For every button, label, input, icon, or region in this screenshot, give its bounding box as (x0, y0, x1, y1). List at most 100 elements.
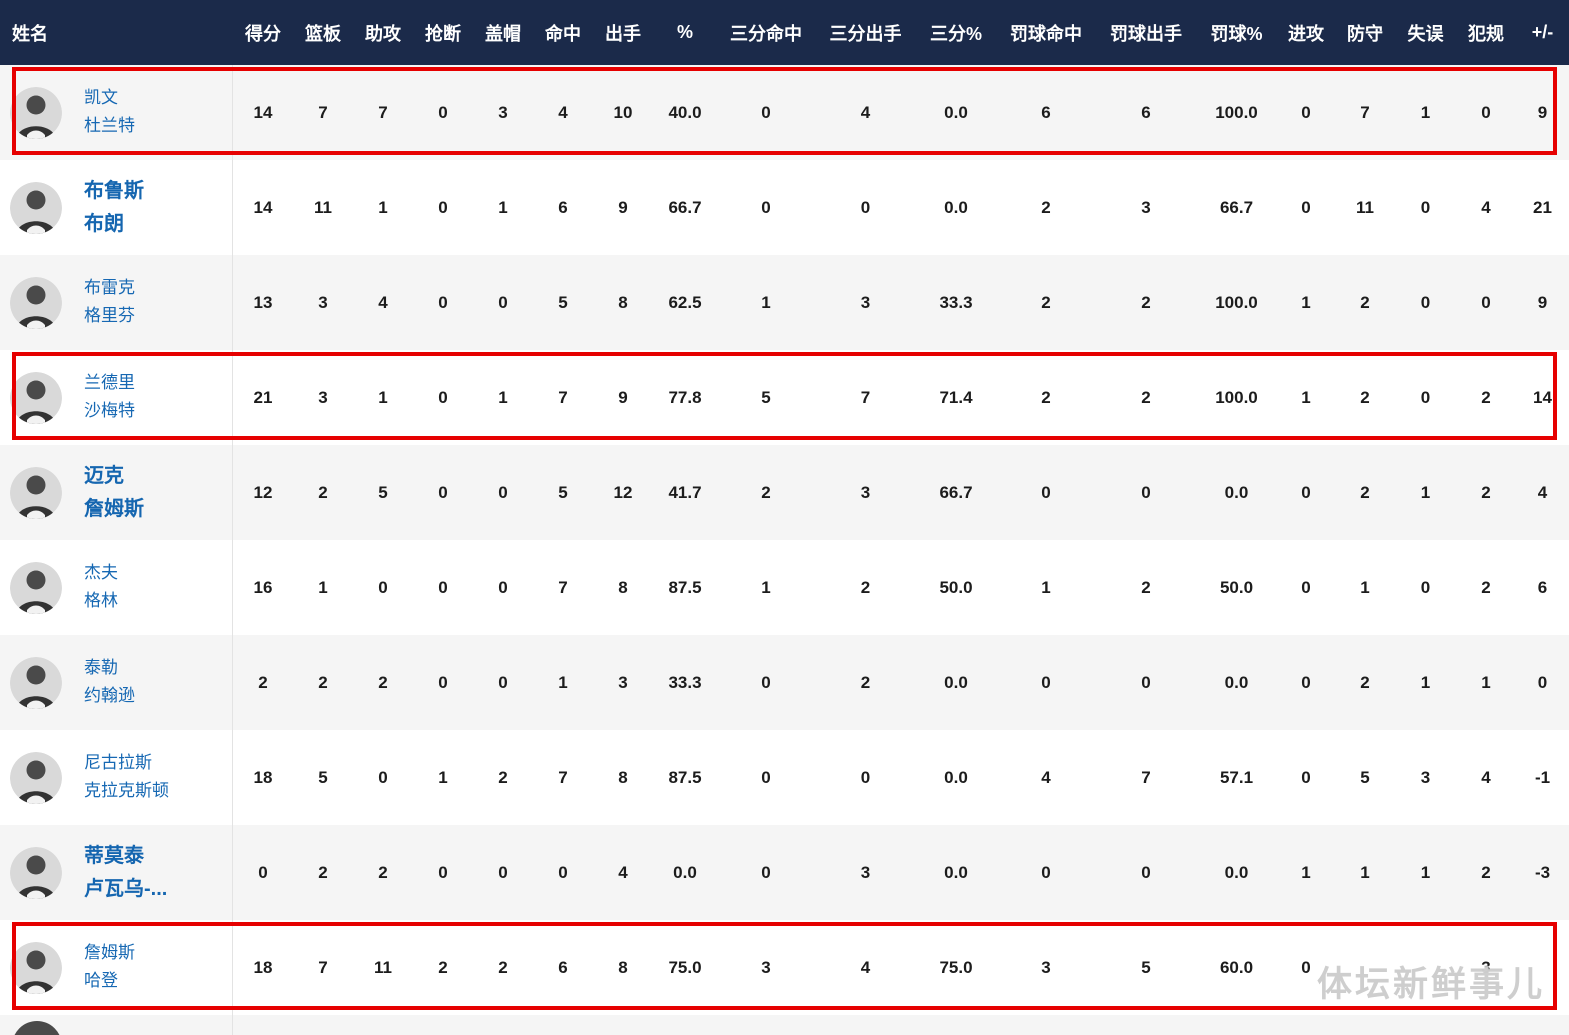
table-row: 迈克 詹姆斯 12 2 5 0 0 5 12 41.7 2 3 66.7 0 0 0.0 0 2 1 2 4 (0, 445, 1569, 540)
player-name-line2: 卢瓦乌-... (84, 878, 168, 900)
stat-cell: 1 (1301, 387, 1311, 407)
stat-cell: 0 (1481, 292, 1491, 312)
stat-cell: 21 (1533, 197, 1552, 217)
player-cell[interactable]: 蒂莫泰 卢瓦乌-... (0, 825, 233, 920)
table-row: 蒂莫泰 卢瓦乌-... 0 2 2 0 0 0 4 0.0 0 3 0.0 0 0 0.0 1 1 1 2 -3 (0, 825, 1569, 920)
table-row: 泰勒 约翰逊 2 2 2 0 0 1 3 33.3 0 2 0.0 0 0 0.0 0 2 1 1 0 (0, 635, 1569, 730)
player-name-line1: 詹姆斯 (84, 943, 135, 963)
stat-cell: 5 (761, 387, 771, 407)
column-header-11: 三分% (929, 23, 982, 44)
column-header-2: 篮板 (305, 23, 341, 44)
stat-cell: 3 (318, 292, 328, 312)
stat-cell: 0 (498, 672, 508, 692)
stat-cell: 0 (860, 767, 871, 787)
stat-cell: 9 (1537, 102, 1548, 122)
stat-cell: 0 (498, 577, 508, 597)
player-cell[interactable]: 凯文 杜兰特 (0, 65, 233, 160)
stat-cell: 13 (253, 292, 273, 312)
player-name-line2: 杜兰特 (84, 116, 135, 135)
stats-table-header: 姓名 得分 篮板 助攻 抢断 盖帽 命中 出手% 三分命中 三分出手 三分% 罚球命中 罚球出手 罚球% 进… (0, 0, 1569, 65)
player-name: 尼古拉斯 克拉克斯顿 (84, 754, 169, 800)
stat-cell: 1 (438, 767, 448, 787)
player-name-line2: 哈登 (84, 971, 118, 990)
stat-cell: 1 (1360, 577, 1370, 597)
stat-cell: 3 (1041, 957, 1051, 977)
player-cell[interactable]: 布雷克 格里芬 (0, 255, 233, 350)
stat-cell: 0 (1420, 197, 1431, 217)
column-header-14: 罚球% (1210, 23, 1263, 44)
stat-cell: 66.7 (668, 197, 702, 217)
stat-cell: 7 (558, 767, 568, 787)
stat-cell: 0.0 (944, 672, 968, 692)
stat-cell: 57.1 (1219, 767, 1254, 787)
stat-cell: 0 (438, 482, 448, 502)
stat-cell: 2 (860, 577, 871, 597)
stat-cell: 7 (318, 957, 328, 977)
stat-cell: 0 (1301, 672, 1311, 692)
stat-cell: 0 (1301, 482, 1311, 502)
stat-cell: 100.0 (1215, 292, 1258, 312)
player-cell[interactable]: 兰德里 沙梅特 (0, 350, 233, 445)
player-name-line2: 格里芬 (84, 306, 135, 325)
stat-cell: 33.3 (668, 672, 702, 692)
stat-cell: 4 (1481, 197, 1491, 217)
player-avatar (10, 846, 62, 899)
stat-cell: 4 (1041, 767, 1051, 787)
player-name-line1: 迈克 (84, 465, 124, 487)
stat-cell: 2 (258, 672, 268, 692)
player-cell[interactable]: 布鲁斯 布朗 (0, 160, 233, 255)
stat-cell: 1 (1360, 862, 1370, 882)
stat-cell: 2 (498, 767, 508, 787)
stat-cell: 0 (438, 292, 448, 312)
stat-cell: 0 (438, 387, 448, 407)
stat-cell: 1 (1420, 862, 1431, 882)
stat-cell: 11 (374, 957, 392, 977)
next-row-partial (0, 1015, 1569, 1035)
stat-cell: 0 (1301, 767, 1311, 787)
player-cell[interactable]: 迈克 詹姆斯 (0, 445, 233, 540)
stat-cell: 0 (761, 672, 771, 692)
stat-cell: 8 (618, 957, 628, 977)
stat-cell: 3 (1420, 767, 1431, 787)
player-avatar (10, 656, 62, 709)
stat-cell: 66.7 (1219, 197, 1254, 217)
stat-cell: 12 (253, 482, 273, 502)
stat-cell: 1 (558, 672, 568, 692)
stat-cell: 12 (613, 482, 633, 502)
stat-cell: 2 (1481, 482, 1491, 502)
stat-cell: 0 (498, 482, 508, 502)
stat-cell: 71.4 (939, 387, 973, 407)
stat-cell: 0 (438, 862, 448, 882)
stat-cell: 2 (1360, 482, 1370, 502)
name-column-divider (0, 1015, 233, 1035)
stat-cell: 0 (1420, 387, 1431, 407)
stat-cell: 0 (498, 292, 508, 312)
player-cell[interactable]: 尼古拉斯 克拉克斯顿 (0, 730, 233, 825)
table-row: 布鲁斯 布朗 14 11 1 0 1 6 9 66.7 0 0 0.0 2 3 66.7 0 11 0 4 21 (0, 160, 1569, 255)
stat-cell: 1 (1301, 292, 1311, 312)
player-name-line1: 蒂莫泰 (84, 845, 144, 867)
player-name: 迈克 詹姆斯 (84, 465, 144, 520)
player-cell[interactable]: 杰夫 格林 (0, 540, 233, 635)
stat-cell: 0 (1537, 672, 1548, 692)
player-avatar (12, 1021, 62, 1035)
stat-cell: 0 (1141, 482, 1151, 502)
stat-cell: 5 (378, 482, 388, 502)
stat-cell: 60.0 (1219, 957, 1254, 977)
column-header-8: % (676, 22, 693, 42)
player-cell[interactable]: 詹姆斯 哈登 (0, 920, 233, 1015)
stat-cell: 2 (1360, 387, 1370, 407)
stat-cell: 2 (378, 862, 388, 882)
column-header-19: +/- (1531, 22, 1554, 42)
stat-cell: -3 (1534, 862, 1551, 882)
stat-cell: 2 (1041, 292, 1051, 312)
player-name: 兰德里 沙梅特 (84, 374, 135, 420)
column-header-0: 姓名 (12, 23, 48, 44)
stat-cell: 7 (1360, 102, 1370, 122)
player-name-line1: 泰勒 (84, 658, 118, 678)
stat-cell: 18 (253, 767, 273, 787)
stat-cell: 6 (558, 957, 568, 977)
stat-cell: 40.0 (668, 102, 702, 122)
player-cell[interactable]: 泰勒 约翰逊 (0, 635, 233, 730)
